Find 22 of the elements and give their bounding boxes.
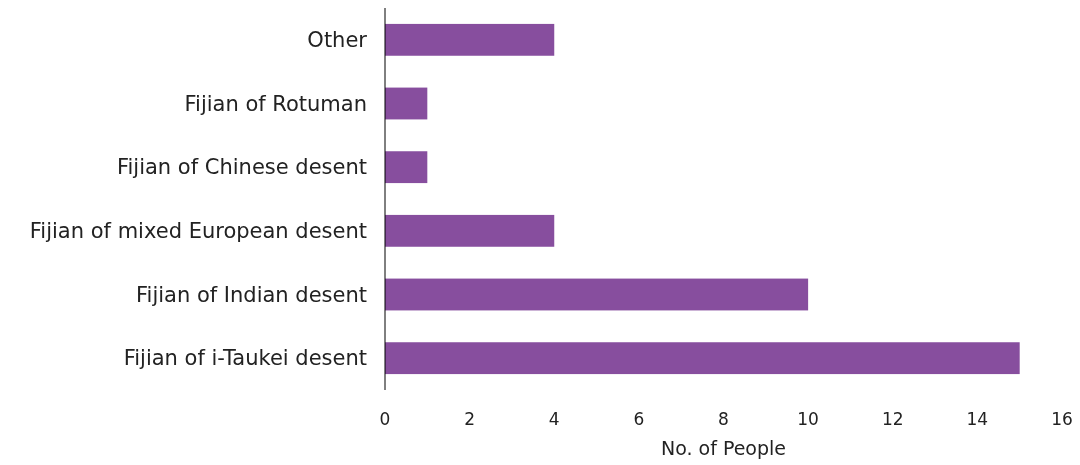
y-tick-label: Fijian of mixed European desent (29, 218, 367, 243)
x-tick-label: 2 (464, 409, 476, 429)
y-tick-label: Fijian of Chinese desent (116, 155, 367, 180)
bar (385, 278, 809, 311)
y-tick-label: Fijian of i-Taukei desent (123, 346, 367, 371)
x-tick-label: 4 (548, 409, 560, 429)
bar (385, 87, 428, 120)
x-tick-label: 10 (797, 409, 819, 429)
x-tick-label: 12 (881, 409, 904, 429)
y-tick-label: Fijian of Indian desent (136, 282, 367, 307)
bar (385, 342, 1020, 375)
bar (385, 214, 555, 247)
x-tick-label: 0 (379, 409, 391, 429)
x-tick-label: 14 (966, 409, 989, 429)
bar (385, 23, 555, 56)
x-tick-label: 16 (1051, 409, 1073, 429)
x-tick-label: 8 (718, 409, 729, 429)
bar (385, 151, 428, 184)
x-tick-label: 6 (633, 409, 645, 429)
x-axis-title: No. of People (660, 437, 787, 459)
y-tick-label: Other (307, 27, 368, 52)
y-tick-label: Fijian of Rotuman (184, 91, 367, 116)
